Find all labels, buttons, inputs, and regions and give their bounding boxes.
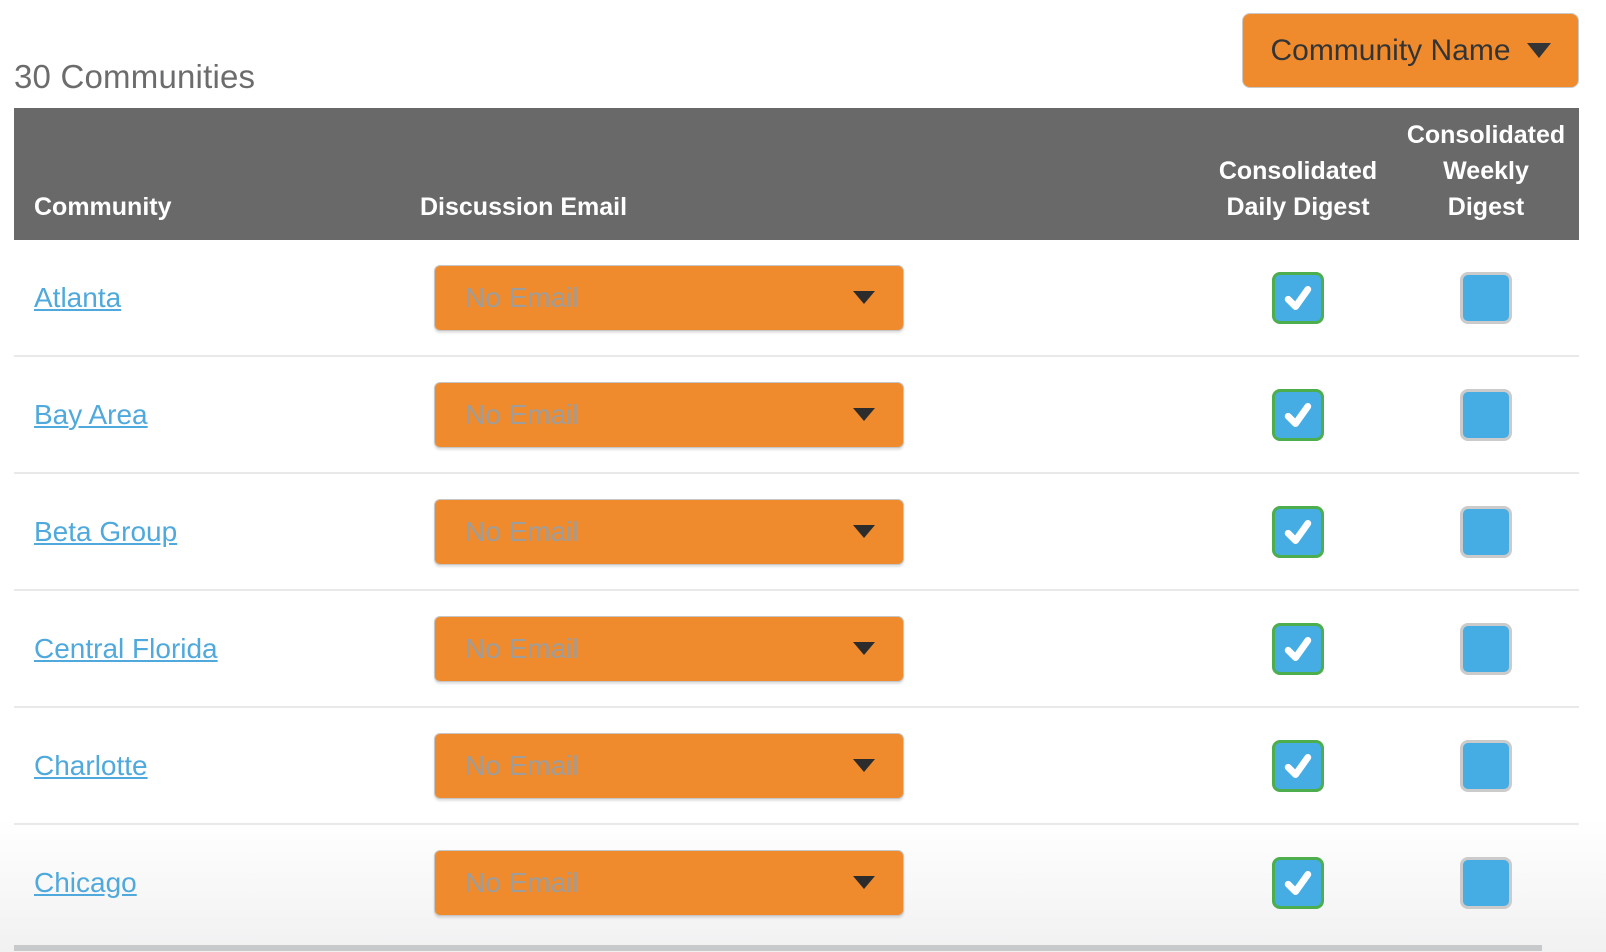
weekly-digest-checkbox[interactable] bbox=[1460, 622, 1512, 675]
weekly-digest-checkbox[interactable] bbox=[1460, 856, 1512, 909]
discussion-email-cell: No Email bbox=[420, 264, 908, 331]
discussion-email-cell: No Email bbox=[420, 849, 908, 916]
discussion-email-select[interactable]: No Email bbox=[434, 264, 904, 331]
checkmark-icon bbox=[1284, 519, 1312, 544]
checkmark-icon bbox=[1284, 870, 1312, 895]
daily-digest-cell bbox=[1213, 739, 1383, 792]
caret-down-icon bbox=[853, 525, 875, 538]
weekly-digest-cell bbox=[1401, 271, 1571, 324]
checkmark-icon bbox=[1284, 636, 1312, 661]
daily-digest-cell bbox=[1213, 388, 1383, 441]
discussion-email-select[interactable]: No Email bbox=[434, 615, 904, 682]
discussion-email-value: No Email bbox=[465, 632, 579, 664]
weekly-digest-checkbox[interactable] bbox=[1460, 271, 1512, 324]
sort-by-button[interactable]: Community Name bbox=[1242, 13, 1579, 88]
weekly-digest-cell bbox=[1401, 739, 1571, 792]
page-title: 30 Communities bbox=[14, 58, 256, 95]
caret-down-icon bbox=[1526, 43, 1551, 58]
daily-digest-checkbox[interactable] bbox=[1272, 505, 1324, 558]
toolbar: 30 Communities Community Name bbox=[0, 0, 1606, 108]
daily-digest-checkbox[interactable] bbox=[1272, 739, 1324, 792]
communities-table: Community Discussion Email Consolidated … bbox=[14, 108, 1579, 940]
community-link[interactable]: Chicago bbox=[34, 866, 137, 898]
daily-digest-cell bbox=[1213, 271, 1383, 324]
sort-by-label: Community Name bbox=[1270, 33, 1511, 67]
community-cell: Chicago bbox=[14, 867, 420, 899]
community-link[interactable]: Bay Area bbox=[34, 398, 148, 430]
community-cell: Bay Area bbox=[14, 399, 420, 431]
daily-digest-checkbox[interactable] bbox=[1272, 856, 1324, 909]
weekly-digest-cell bbox=[1401, 505, 1571, 558]
discussion-email-value: No Email bbox=[465, 398, 579, 430]
weekly-digest-cell bbox=[1401, 856, 1571, 909]
community-cell: Beta Group bbox=[14, 516, 420, 548]
community-link[interactable]: Charlotte bbox=[34, 749, 148, 781]
table-row: Beta Group No Email bbox=[14, 474, 1579, 591]
community-cell: Charlotte bbox=[14, 750, 420, 782]
checkmark-icon bbox=[1284, 402, 1312, 427]
caret-down-icon bbox=[853, 759, 875, 772]
community-link[interactable]: Beta Group bbox=[34, 515, 178, 547]
table-row: Charlotte No Email bbox=[14, 708, 1579, 825]
discussion-email-select[interactable]: No Email bbox=[434, 849, 904, 916]
weekly-digest-cell bbox=[1401, 622, 1571, 675]
caret-down-icon bbox=[853, 291, 875, 304]
column-header-weekly-digest: Consolidated Weekly Digest bbox=[1406, 121, 1566, 221]
table-row: Central Florida No Email bbox=[14, 591, 1579, 708]
table-row: Bay Area No Email bbox=[14, 357, 1579, 474]
table-row: Chicago No Email bbox=[14, 825, 1579, 940]
column-header-daily-digest: Consolidated Daily Digest bbox=[1218, 157, 1378, 221]
discussion-email-value: No Email bbox=[465, 281, 579, 313]
weekly-digest-checkbox[interactable] bbox=[1460, 388, 1512, 441]
weekly-digest-checkbox[interactable] bbox=[1460, 505, 1512, 558]
daily-digest-checkbox[interactable] bbox=[1272, 388, 1324, 441]
discussion-email-select[interactable]: No Email bbox=[434, 732, 904, 799]
checkmark-icon bbox=[1284, 285, 1312, 310]
daily-digest-checkbox[interactable] bbox=[1272, 622, 1324, 675]
caret-down-icon bbox=[853, 408, 875, 421]
table-header-row: Community Discussion Email Consolidated … bbox=[14, 108, 1579, 240]
next-section-divider bbox=[14, 945, 1542, 951]
checkmark-icon bbox=[1284, 753, 1312, 778]
community-cell: Central Florida bbox=[14, 633, 420, 665]
discussion-email-select[interactable]: No Email bbox=[434, 498, 904, 565]
caret-down-icon bbox=[853, 642, 875, 655]
discussion-email-value: No Email bbox=[465, 866, 579, 898]
discussion-email-cell: No Email bbox=[420, 732, 908, 799]
community-cell: Atlanta bbox=[14, 282, 420, 314]
daily-digest-cell bbox=[1213, 856, 1383, 909]
discussion-email-select[interactable]: No Email bbox=[434, 381, 904, 448]
discussion-email-cell: No Email bbox=[420, 498, 908, 565]
daily-digest-checkbox[interactable] bbox=[1272, 271, 1324, 324]
daily-digest-cell bbox=[1213, 622, 1383, 675]
column-header-discussion-email: Discussion Email bbox=[420, 193, 628, 221]
discussion-email-value: No Email bbox=[465, 749, 579, 781]
discussion-email-cell: No Email bbox=[420, 381, 908, 448]
daily-digest-cell bbox=[1213, 505, 1383, 558]
weekly-digest-checkbox[interactable] bbox=[1460, 739, 1512, 792]
weekly-digest-cell bbox=[1401, 388, 1571, 441]
community-link[interactable]: Atlanta bbox=[34, 281, 122, 313]
column-header-community: Community bbox=[34, 193, 172, 221]
table-body: Atlanta No Email Bay Area bbox=[14, 240, 1579, 940]
table-row: Atlanta No Email bbox=[14, 240, 1579, 357]
discussion-email-cell: No Email bbox=[420, 615, 908, 682]
community-link[interactable]: Central Florida bbox=[34, 632, 218, 664]
discussion-email-value: No Email bbox=[465, 515, 579, 547]
caret-down-icon bbox=[853, 876, 875, 889]
